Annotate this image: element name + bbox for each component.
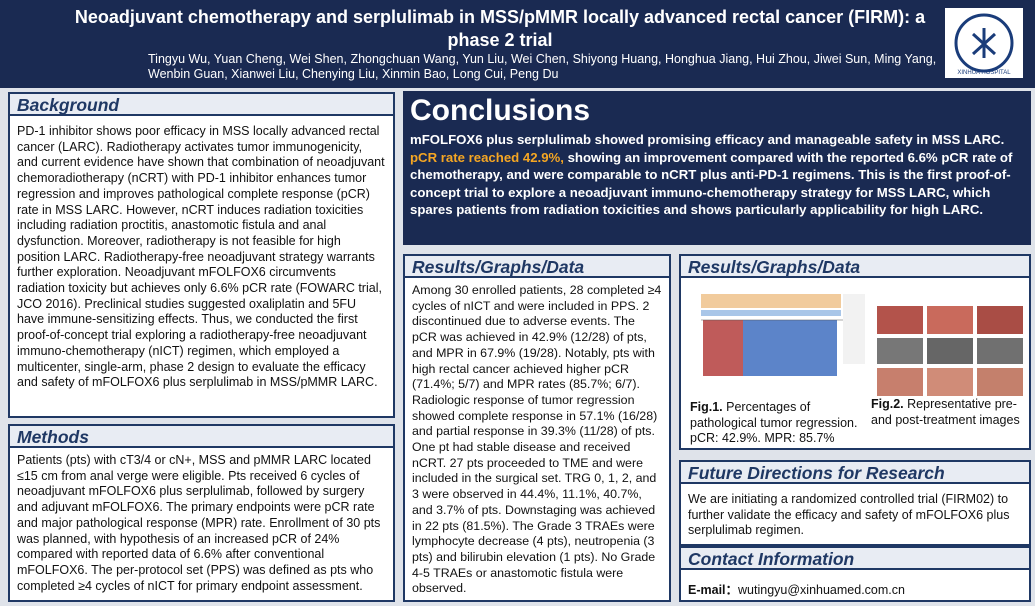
specimen-photo: [927, 368, 973, 396]
section-heading: Background: [10, 94, 393, 116]
logo-symbol: [971, 28, 997, 58]
contact-line: E-mail：wutingyu@xinhuamed.com.cn: [688, 583, 1022, 599]
results-text-panel: Results/Graphs/Data Among 30 enrolled pa…: [403, 254, 671, 602]
section-heading: Results/Graphs/Data: [681, 256, 1029, 278]
highlight: pCR rate reached 42.9%,: [410, 149, 564, 165]
annotation-heatmap: [701, 310, 841, 316]
conclusions-panel: Conclusions mFOLFOX6 plus serplulimab sh…: [403, 91, 1031, 245]
endoscopy-photo: [977, 306, 1023, 334]
email: wutingyu@xinhuamed.com.cn: [738, 583, 905, 597]
figure-label: Fig.1.: [690, 400, 723, 414]
figure-1-caption: Fig.1. Percentages of pathological tumor…: [690, 400, 868, 447]
figure-1-image: [687, 290, 867, 398]
mri-photo: [927, 338, 973, 364]
caption-text: Percentages of pathological tumor regres…: [690, 400, 858, 445]
annotation-heatmap: [701, 294, 841, 308]
endoscopy-photo: [877, 306, 923, 334]
mri-photo: [977, 338, 1023, 364]
background-panel: Background PD-1 inhibitor shows poor eff…: [8, 92, 395, 418]
email-label: E-mail：: [688, 583, 739, 597]
methods-panel: Methods Patients (pts) with cT3/4 or cN+…: [8, 424, 395, 602]
specimen-photo: [877, 368, 923, 396]
section-heading: Contact Information: [681, 548, 1029, 570]
results-figure-panel: Results/Graphs/Data Fig.1. Percentages o…: [679, 254, 1031, 450]
caption-text: Representative pre- and post-treatment i…: [871, 397, 1020, 427]
figure-2-caption: Fig.2. Representative pre- and post-trea…: [871, 397, 1029, 428]
section-text: PD-1 inhibitor shows poor efficacy in MS…: [17, 124, 385, 390]
specimen-photo: [977, 368, 1023, 396]
header: Neoadjuvant chemotherapy and serplulimab…: [0, 0, 1035, 88]
section-text: Among 30 enrolled patients, 28 completed…: [412, 283, 662, 596]
section-heading: Future Directions for Research: [681, 462, 1029, 484]
title: Neoadjuvant chemotherapy and serplulimab…: [74, 7, 926, 50]
section-heading: Results/Graphs/Data: [405, 256, 669, 278]
section-text: We are initiating a randomized controlle…: [688, 492, 1010, 538]
text: showing an improvement compared with the…: [410, 149, 1013, 218]
figure-label: Fig.2.: [871, 397, 904, 411]
mri-photo: [877, 338, 923, 364]
legend: [843, 294, 865, 364]
endoscopy-photo: [927, 306, 973, 334]
logo-text: XINHUA HOSPITAL: [957, 70, 1011, 76]
logo-ring: [954, 13, 1014, 73]
contact-panel: Contact Information E-mail：wutingyu@xinh…: [679, 546, 1031, 602]
conclusions-text: mFOLFOX6 plus serplulimab showed promisi…: [410, 131, 1022, 219]
future-panel: Future Directions for Research We are in…: [679, 460, 1031, 546]
text: mFOLFOX6 plus serplulimab showed promisi…: [410, 132, 1005, 147]
section-text: Patients (pts) with cT3/4 or cN+, MSS an…: [17, 453, 381, 593]
logo: XINHUA HOSPITAL: [945, 8, 1023, 78]
conclusions-heading: Conclusions: [410, 94, 591, 127]
figure-2-image: [869, 290, 1027, 398]
section-heading: Methods: [10, 426, 393, 448]
authors: Tingyu Wu, Yuan Cheng, Wei Shen, Zhongch…: [148, 52, 937, 81]
logo-mark: XINHUA HOSPITAL: [954, 13, 1014, 76]
waterfall-bars: [703, 320, 743, 376]
